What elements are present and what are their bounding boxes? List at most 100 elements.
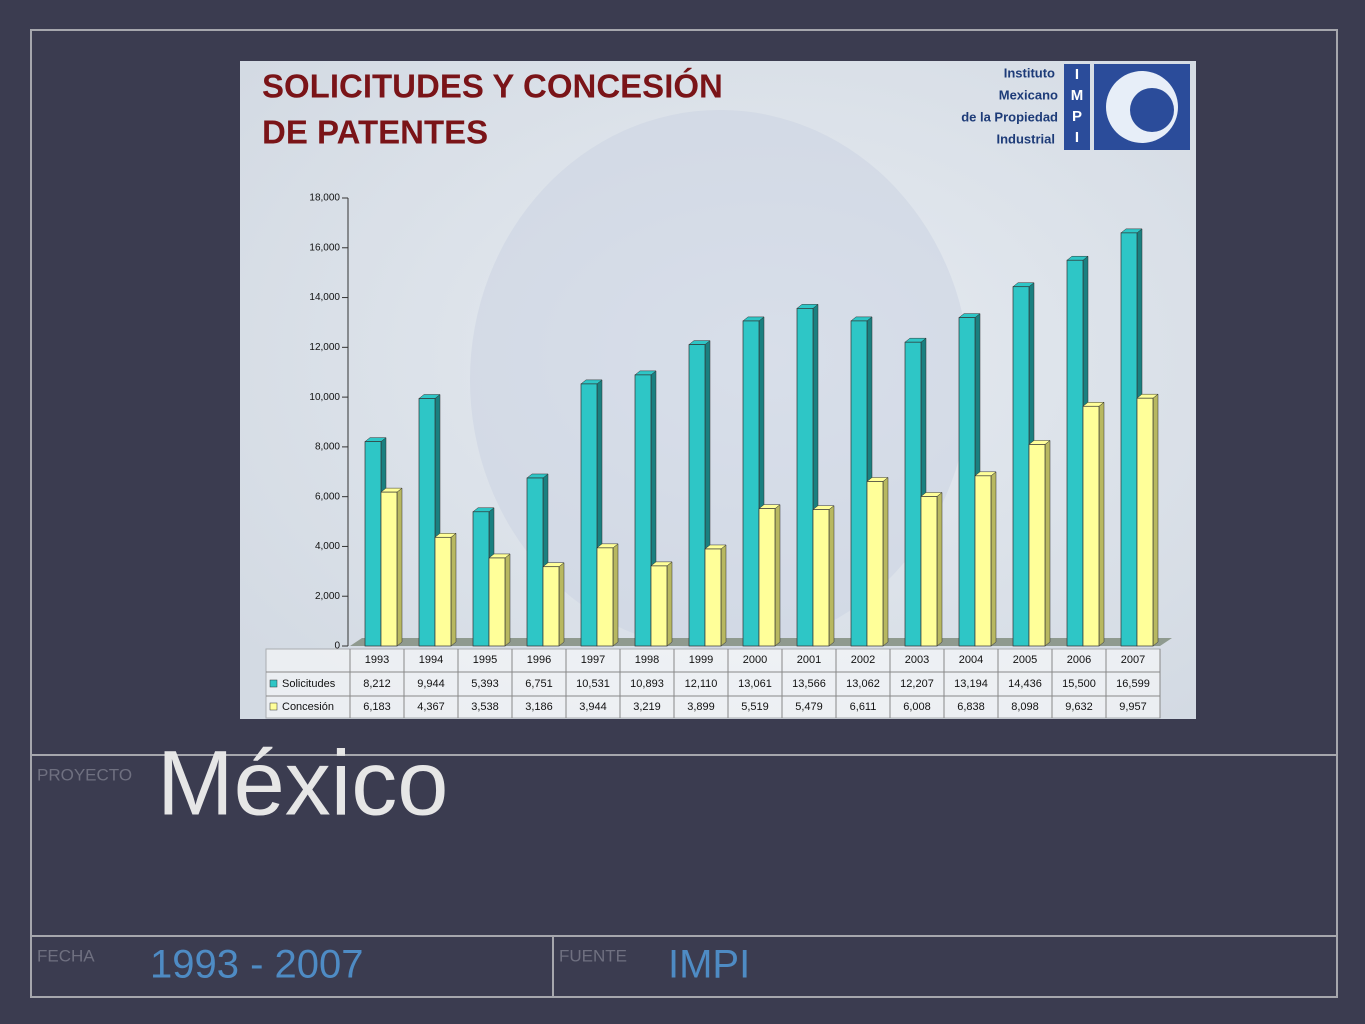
table-value: 13,566 [792, 678, 826, 690]
bar-side [504, 553, 511, 647]
bar [742, 320, 760, 647]
x-tick-label: 2007 [1121, 654, 1145, 666]
x-tick-label: 2001 [797, 654, 821, 666]
bar [1136, 397, 1154, 647]
bar [596, 547, 614, 647]
source: IMPI [668, 943, 750, 987]
bar [958, 317, 976, 647]
source-label: FUENTE [559, 946, 627, 965]
legend-swatch [269, 679, 278, 688]
logo-letter: M [1071, 87, 1084, 104]
y-tick-label: 18,000 [309, 193, 340, 204]
bar [380, 491, 398, 647]
bar [1066, 259, 1084, 647]
bar-side [1098, 401, 1105, 647]
bar-side [666, 561, 673, 647]
bar-side [396, 487, 403, 647]
bar [526, 477, 544, 647]
bar [1012, 286, 1030, 647]
bar [364, 441, 382, 647]
x-tick-label: 1998 [635, 654, 659, 666]
bar [418, 398, 436, 647]
table-value: 5,519 [741, 701, 769, 713]
table-value: 15,500 [1062, 678, 1096, 690]
bar-side [450, 532, 457, 647]
x-tick-label: 2006 [1067, 654, 1091, 666]
bar [974, 475, 992, 647]
bar-side [936, 491, 943, 647]
project-label: PROYECTO [37, 765, 132, 784]
logo-text: Mexicano [999, 87, 1058, 102]
table-value: 5,393 [471, 678, 499, 690]
bar [704, 548, 722, 647]
table-value: 3,219 [633, 701, 661, 713]
bar [488, 557, 506, 647]
bar-side [882, 476, 889, 647]
table-value: 3,186 [525, 701, 553, 713]
logo-text: de la Propiedad [961, 109, 1058, 124]
bar-side [720, 544, 727, 647]
table-value: 9,957 [1119, 701, 1147, 713]
bar [904, 341, 922, 647]
table-value: 9,632 [1065, 701, 1093, 713]
bar [758, 508, 776, 647]
y-tick-label: 8,000 [315, 442, 340, 453]
bar [920, 496, 938, 647]
table-value: 13,061 [738, 678, 772, 690]
table-value: 5,479 [795, 701, 823, 713]
y-tick-label: 2,000 [315, 591, 340, 602]
logo-letter: I [1075, 66, 1079, 83]
legend-swatch [269, 702, 278, 711]
legend-label: Solicitudes [282, 678, 336, 690]
logo-letter: I [1075, 129, 1079, 146]
x-tick-label: 1995 [473, 654, 497, 666]
bar-side [828, 505, 835, 647]
y-tick-label: 10,000 [309, 392, 340, 403]
logo-emblem [1130, 88, 1174, 132]
table-value: 6,838 [957, 701, 985, 713]
table-value: 12,207 [900, 678, 934, 690]
x-tick-label: 2005 [1013, 654, 1037, 666]
legend-label: Concesión [282, 701, 334, 713]
bar-side [558, 562, 565, 647]
x-tick-label: 1999 [689, 654, 713, 666]
x-tick-label: 1993 [365, 654, 389, 666]
table-value: 10,893 [630, 678, 664, 690]
data-table [265, 648, 1161, 719]
bar [580, 383, 598, 647]
x-tick-label: 1994 [419, 654, 443, 666]
x-tick-label: 2002 [851, 654, 875, 666]
table-value: 9,944 [417, 678, 445, 690]
bar [812, 509, 830, 647]
table-value: 6,183 [363, 701, 391, 713]
bar-side [612, 543, 619, 647]
bar-side [1044, 439, 1051, 647]
chart-title: SOLICITUDES Y CONCESIÓN [262, 68, 723, 105]
table-value: 14,436 [1008, 678, 1042, 690]
y-tick-label: 14,000 [309, 292, 340, 303]
chart-title: DE PATENTES [262, 114, 488, 151]
table-value: 8,212 [363, 678, 391, 690]
date: 1993 - 2007 [150, 943, 364, 987]
table-value: 10,531 [576, 678, 610, 690]
table-value: 3,944 [579, 701, 607, 713]
y-tick-label: 12,000 [309, 342, 340, 353]
bar [650, 565, 668, 647]
logo-text: Industrial [996, 131, 1055, 146]
logo-letter: P [1072, 108, 1082, 125]
x-tick-label: 2003 [905, 654, 929, 666]
bar [472, 511, 490, 647]
frame [30, 29, 1338, 998]
logo-bar [1064, 64, 1090, 150]
x-tick-label: 2004 [959, 654, 983, 666]
bar [850, 320, 868, 647]
x-tick-label: 1996 [527, 654, 551, 666]
table-value: 16,599 [1116, 678, 1150, 690]
table-value: 8,098 [1011, 701, 1039, 713]
bar [1120, 232, 1138, 647]
table-value: 3,538 [471, 701, 499, 713]
y-tick-label: 4,000 [315, 541, 340, 552]
y-tick-label: 0 [334, 641, 340, 652]
bar-side [990, 471, 997, 647]
table-value: 12,110 [685, 678, 718, 690]
